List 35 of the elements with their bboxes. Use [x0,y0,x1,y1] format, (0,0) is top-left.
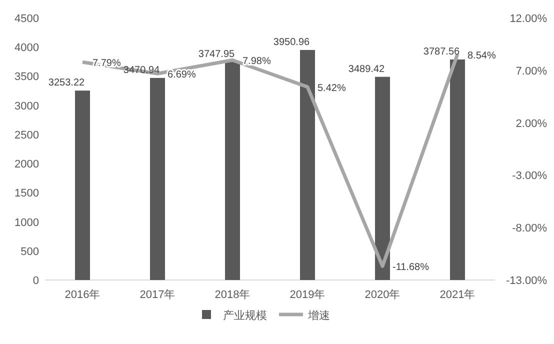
x-tick-label: 2016年 [64,289,100,301]
data-label: 3950.96 [273,36,310,48]
legend-label: 产业规模 [223,309,267,322]
y-tick-label: 4000 [14,42,39,54]
data-label: 5.42% [318,82,346,94]
data-label: 6.69% [168,70,196,81]
y2-tick-label: 2.00% [516,118,548,130]
x-tick-label: 2020年 [364,289,400,301]
data-label: 7.79% [92,58,121,70]
legend-label: 增速 [307,309,330,322]
data-label: -11.68% [392,262,430,274]
data-label: 3787.56 [423,46,460,58]
y2-tick-label: -8.00% [512,222,548,235]
y2-tick-label: -13.00% [506,275,548,287]
y-tick-label: 500 [20,246,39,258]
y-tick-label: 2500 [14,129,39,142]
y-tick-label: 3500 [14,71,39,84]
data-label: 8.54% [468,50,496,62]
x-tick-label: 2017年 [140,289,176,301]
y-tick-label: 3000 [14,100,39,112]
x-tick-label: 2019年 [290,289,326,301]
y2-tick-label: 12.00% [510,13,548,25]
y-tick-label: 0 [32,275,39,287]
x-tick-label: 2018年 [214,289,250,301]
y2-tick-label: 7.00% [516,65,548,78]
x-tick-label: 2021年 [440,289,476,301]
y-tick-label: 2000 [14,158,39,171]
y2-tick-label: -3.00% [512,170,548,182]
y-tick-label: 1000 [14,216,39,229]
y-tick-label: 1500 [14,188,39,200]
data-label: 7.98% [242,56,271,68]
y-tick-label: 4500 [14,13,39,25]
data-label: 3489.42 [348,64,386,75]
data-label: 3253.22 [48,78,86,89]
data-label: 3747.95 [198,48,236,60]
